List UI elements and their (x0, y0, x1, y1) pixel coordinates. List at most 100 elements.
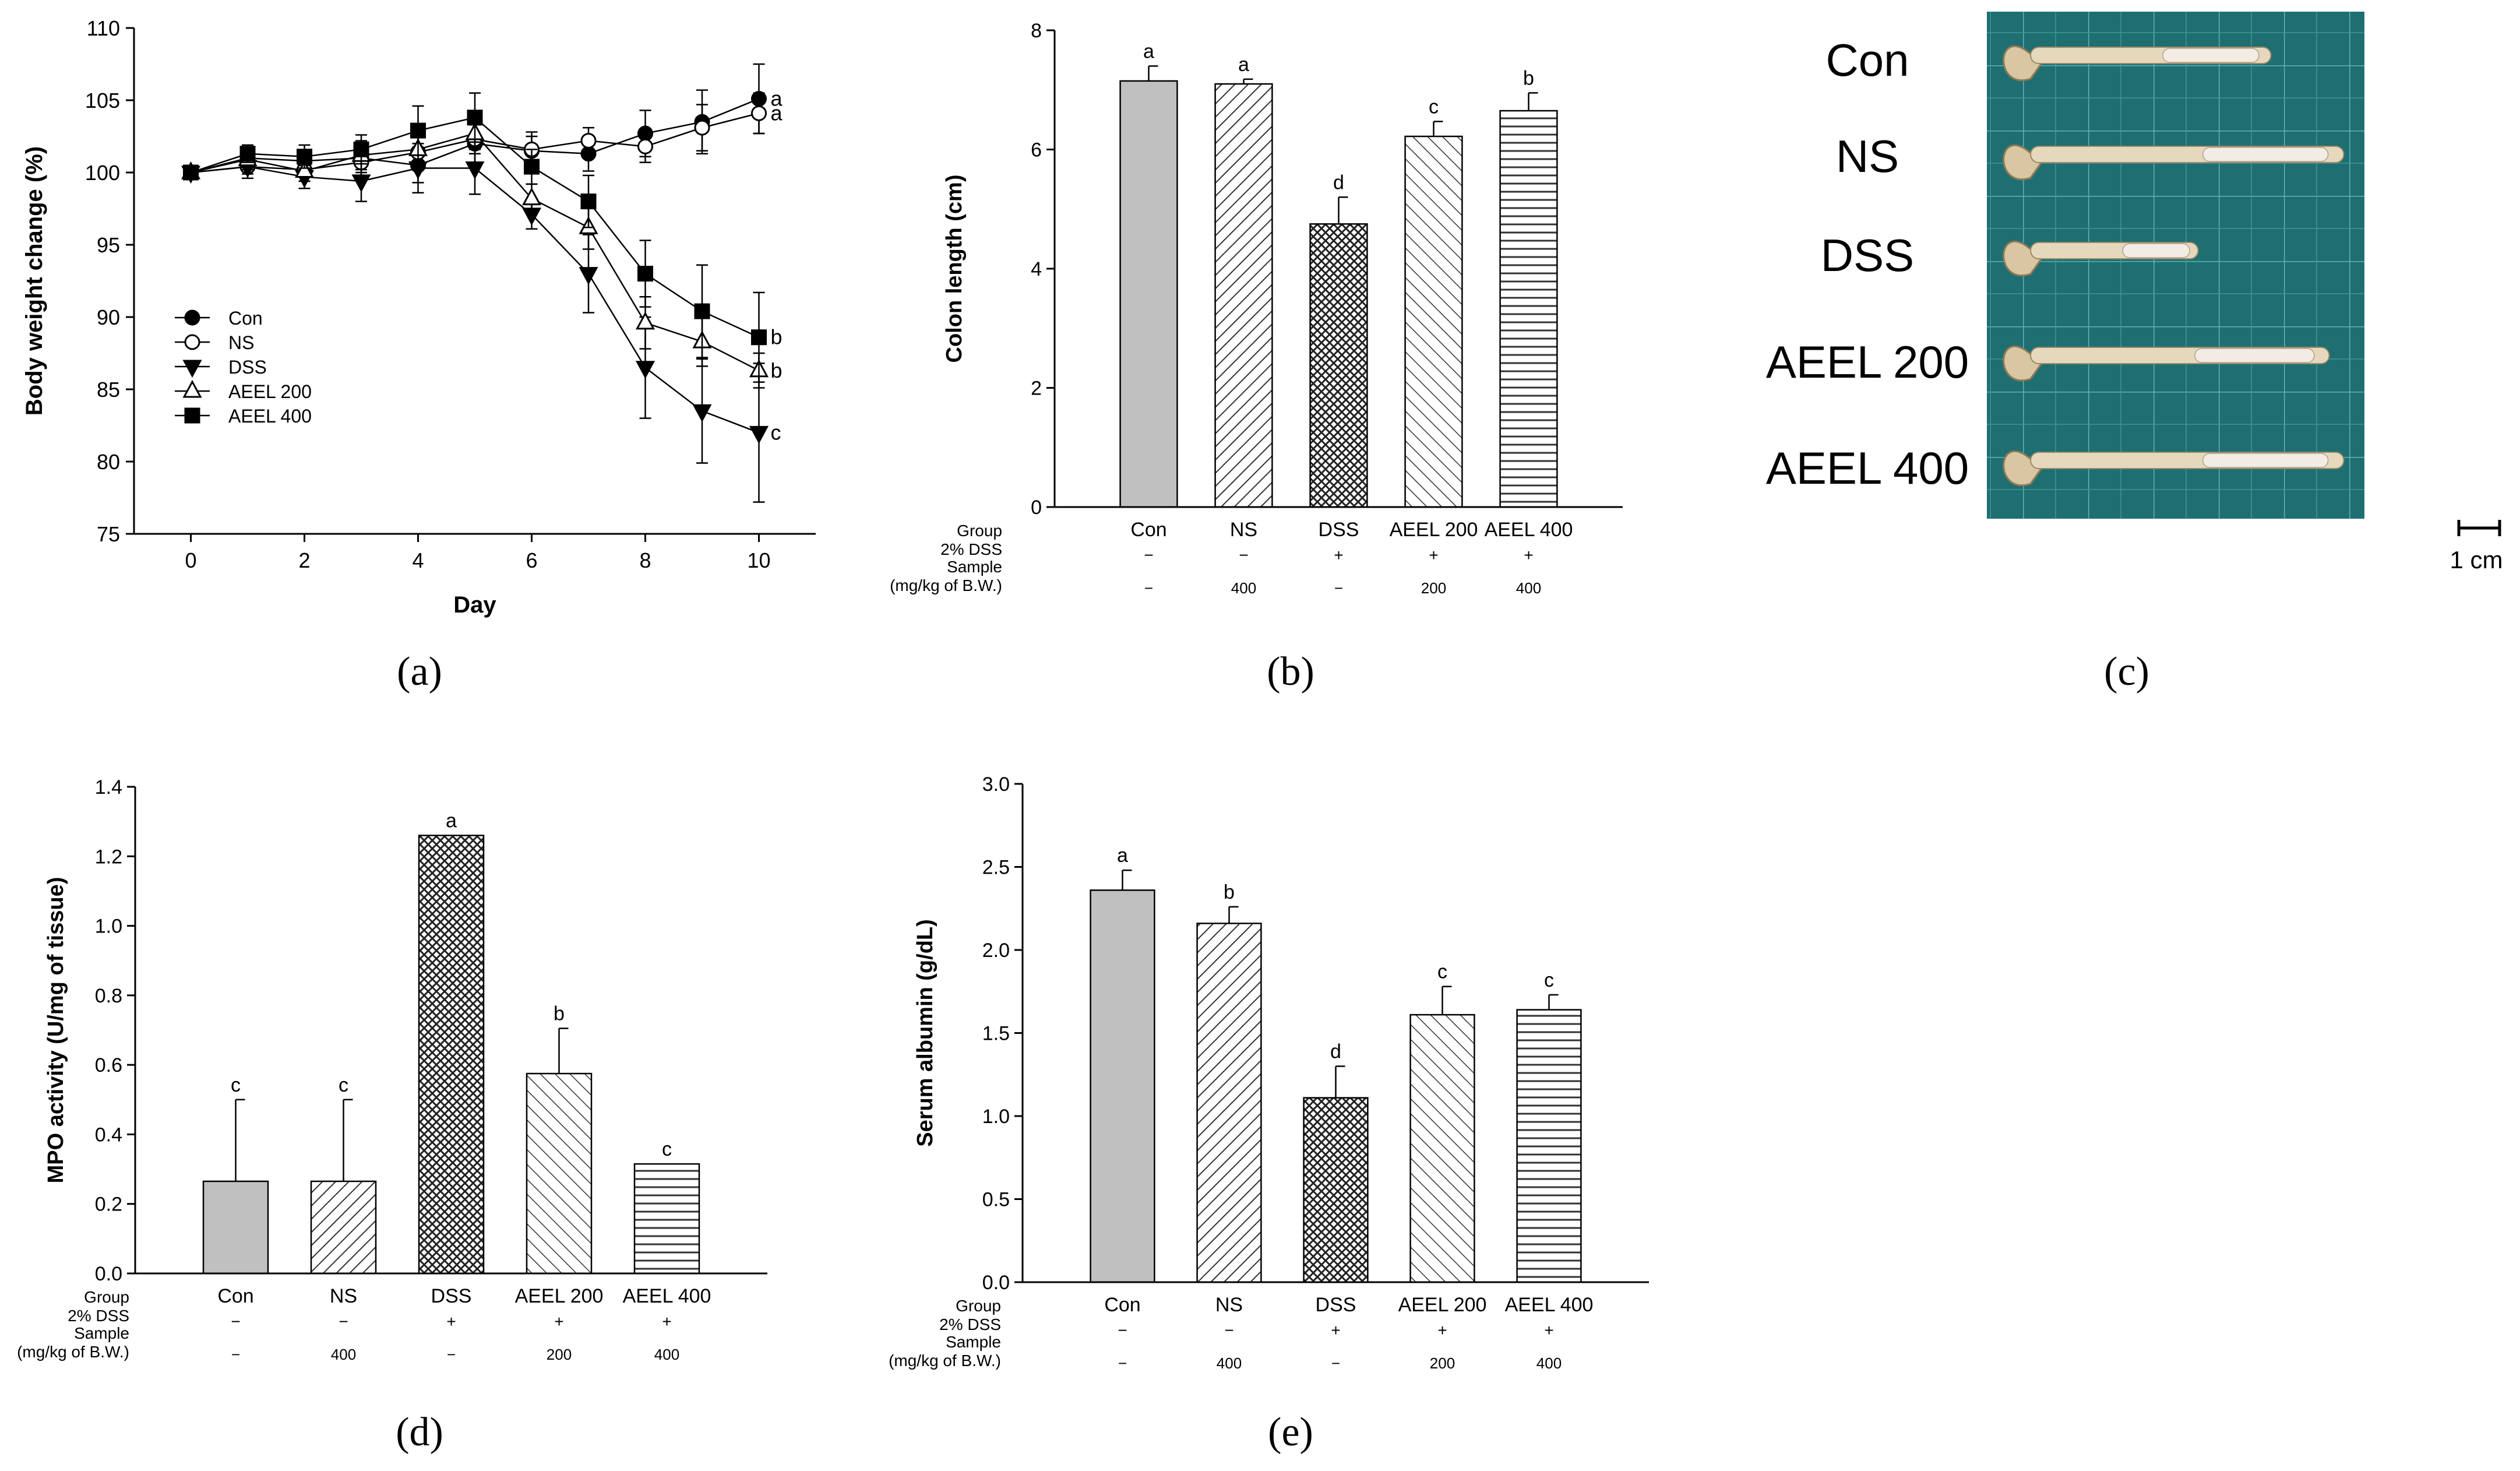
table-label-units: (mg/kg of B.W.) (889, 1352, 1001, 1370)
legend-label: DSS (228, 357, 267, 378)
scale-bar-label: 1 cm (2449, 546, 2503, 573)
category-label: NS (1215, 1294, 1243, 1316)
y-tick-label: 2.0 (982, 939, 1010, 962)
y-tick-label: 1.0 (95, 916, 122, 938)
significance-letter: c (231, 1074, 241, 1096)
y-tick-label: 90 (97, 305, 120, 329)
category-label: AEEL 200 (1398, 1294, 1487, 1316)
panel-label-b: (b) (1267, 649, 1314, 694)
data-point (694, 119, 710, 136)
data-point (751, 329, 767, 346)
x-axis-label: Day (453, 592, 496, 618)
legend: Con NS DSS AEEL 200 AEEL 400 (175, 308, 312, 427)
y-tick-label: 110 (87, 16, 120, 40)
significance-letter: a (446, 810, 457, 832)
data-point (239, 146, 256, 162)
dss-row-value: − (1224, 1321, 1233, 1339)
significance-letter: c (1544, 969, 1554, 991)
category-label: Con (1130, 519, 1166, 541)
y-tick-label: 1.4 (95, 776, 122, 798)
y-axis-label: MPO activity (U/mg of tissue) (44, 877, 68, 1184)
data-point (694, 303, 710, 319)
series-aeel-400 (183, 92, 767, 383)
data-point (579, 267, 598, 285)
y-tick-label: 0.6 (95, 1054, 122, 1076)
data-point (637, 266, 653, 282)
bar-aeel-200 (526, 1072, 593, 1275)
photo-label-aeel400: AEEL 400 (1766, 442, 1969, 494)
bar-dss (418, 835, 485, 1275)
bar-aeel-200 (1409, 1013, 1475, 1283)
table-label-sample: Sample (947, 558, 1002, 576)
y-tick-label: 0 (1031, 497, 1042, 519)
legend-label: AEEL 200 (228, 381, 312, 402)
significance-letter: c (771, 420, 781, 444)
category-label: NS (1230, 519, 1257, 541)
chart-a-body-weight: 75 80 85 90 95 100 105 110 0 2 4 6 8 10 Day Body weight… (22, 16, 816, 618)
category-label: AEEL 400 (1505, 1294, 1594, 1316)
table-label-dss: 2% DSS (939, 1315, 1001, 1333)
data-point (297, 149, 312, 165)
significance-letter: c (662, 1138, 672, 1160)
x-tick-label: 0 (185, 548, 196, 572)
legend-marker (184, 334, 200, 350)
colon-distal (2162, 48, 2260, 63)
sample-row-value: − (1334, 579, 1343, 597)
dss-row-value: + (446, 1312, 456, 1331)
x-tick-label: 6 (526, 548, 537, 572)
dss-row-value: − (339, 1312, 348, 1331)
sample-row-value: 400 (331, 1346, 356, 1363)
sample-row-value: − (1118, 1354, 1127, 1372)
category-label: NS (330, 1285, 357, 1307)
table-label-units: (mg/kg of B.W.) (17, 1343, 129, 1361)
bar-aeel-400 (633, 1163, 700, 1275)
significance-letter: d (1330, 1041, 1341, 1063)
sample-row-value: 400 (1516, 579, 1541, 597)
category-label: Con (217, 1285, 253, 1307)
colon-cecum (2003, 45, 2044, 81)
y-axis-label: Body weight change (%) (22, 146, 47, 416)
data-point (637, 138, 653, 154)
legend-label: Con (228, 308, 263, 329)
significance-letter: c (1429, 96, 1439, 118)
x-tick-label: 4 (412, 548, 424, 572)
bar-dss (1303, 1097, 1369, 1283)
significance-letter: c (339, 1074, 348, 1096)
dss-row-value: + (554, 1312, 563, 1331)
bar-con (1090, 889, 1155, 1283)
bar-aeel-200 (1404, 135, 1463, 508)
data-point (749, 425, 769, 444)
sample-row-value: − (231, 1346, 240, 1363)
table-label-dss: 2% DSS (940, 540, 1002, 558)
photo-label-ns: NS (1836, 131, 1899, 182)
y-tick-label: 1.2 (95, 846, 122, 868)
colon-specimens (2003, 45, 2345, 486)
sample-row-value: − (447, 1346, 456, 1363)
colon-distal (2122, 243, 2190, 258)
bar-ns (1196, 923, 1262, 1283)
y-tick-label: 0.5 (982, 1189, 1010, 1211)
dss-row-value: + (1524, 546, 1533, 564)
y-tick-label: 75 (97, 522, 120, 546)
dss-row-value: + (1334, 546, 1343, 564)
chart-d-mpo-activity: c Con − − c NS − 400 a DSS + − b AEEL 200 +200 c AEEL 40… (17, 776, 767, 1363)
table-label-group: Group (956, 1297, 1001, 1315)
data-point (580, 193, 597, 210)
data-point (183, 164, 199, 181)
table-label-dss: 2% DSS (68, 1307, 129, 1325)
y-tick-label: 0.2 (95, 1194, 122, 1216)
x-tick-label: 2 (298, 548, 310, 572)
y-axis-label: Serum albumin (g/dL) (913, 919, 937, 1147)
table-label-sample: Sample (946, 1333, 1001, 1351)
dss-row-value: − (231, 1312, 240, 1331)
data-point (524, 159, 540, 175)
table-label-units: (mg/kg of B.W.) (890, 576, 1002, 594)
dss-row-value: + (1429, 546, 1438, 564)
panel-label-d: (d) (396, 1410, 443, 1455)
significance-letter: b (1523, 67, 1534, 89)
category-label: AEEL 200 (1390, 519, 1478, 541)
y-tick-label: 85 (97, 378, 120, 402)
legend-marker (182, 360, 202, 378)
significance-letter: b (771, 325, 783, 349)
